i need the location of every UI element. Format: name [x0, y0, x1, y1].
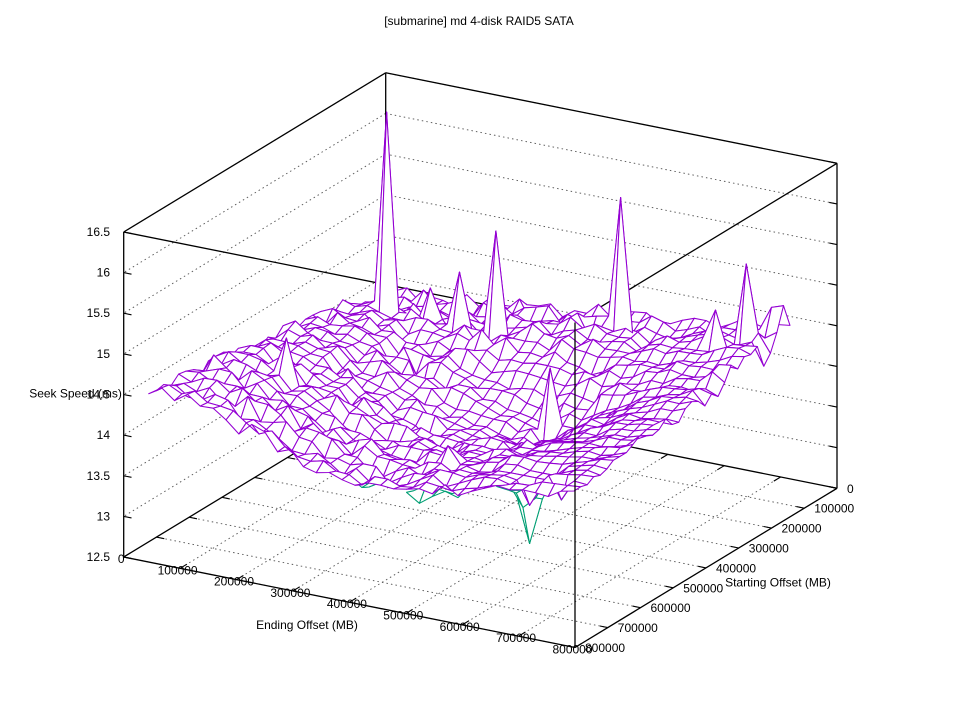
- svg-text:13.5: 13.5: [87, 469, 111, 483]
- svg-text:500000: 500000: [683, 581, 723, 595]
- svg-text:200000: 200000: [214, 575, 254, 589]
- svg-text:0: 0: [847, 482, 854, 496]
- svg-text:100000: 100000: [158, 563, 198, 577]
- svg-text:400000: 400000: [716, 561, 756, 575]
- svg-text:500000: 500000: [383, 609, 423, 623]
- svg-text:15.5: 15.5: [87, 306, 111, 320]
- svg-text:0: 0: [118, 552, 125, 566]
- svg-text:300000: 300000: [270, 586, 310, 600]
- svg-text:16: 16: [97, 266, 111, 280]
- svg-text:600000: 600000: [651, 601, 691, 615]
- svg-text:700000: 700000: [618, 621, 658, 635]
- svg-text:200000: 200000: [782, 522, 822, 536]
- svg-text:Seek Speed (ms): Seek Speed (ms): [29, 387, 122, 401]
- svg-text:15: 15: [97, 347, 111, 361]
- svg-text:800000: 800000: [552, 643, 592, 657]
- svg-text:Starting Offset (MB): Starting Offset (MB): [725, 576, 831, 590]
- svg-text:14: 14: [97, 428, 111, 442]
- svg-text:300000: 300000: [749, 542, 789, 556]
- svg-text:14.5: 14.5: [87, 388, 111, 402]
- svg-text:100000: 100000: [814, 502, 854, 516]
- svg-text:12.5: 12.5: [87, 550, 111, 564]
- svg-text:600000: 600000: [440, 620, 480, 634]
- svg-text:[submarine] md 4-disk RAID5 SA: [submarine] md 4-disk RAID5 SATA: [384, 14, 574, 28]
- svg-text:700000: 700000: [496, 631, 536, 645]
- svg-text:Ending Offset (MB): Ending Offset (MB): [256, 618, 358, 632]
- svg-text:16.5: 16.5: [87, 225, 111, 239]
- svg-text:800000: 800000: [585, 641, 625, 655]
- svg-text:13: 13: [97, 509, 111, 523]
- svg-text:400000: 400000: [327, 597, 367, 611]
